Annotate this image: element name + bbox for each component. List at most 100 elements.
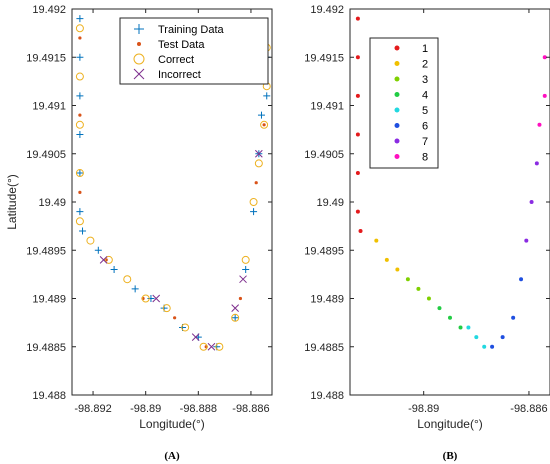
chart-b-point: [405, 277, 410, 282]
chart-a-point: [215, 342, 224, 351]
chart-a-point: [76, 169, 84, 177]
chart-panel-a: -98.892 -98.89 -98.888 -98.886 19.488 19.4885…: [5, 4, 273, 462]
chart-b-ytick-label: 19.488: [310, 390, 344, 402]
chart-a-point: [94, 246, 102, 254]
chart-a-ytick-label: 19.492: [32, 4, 66, 16]
chart-b-ytick-label: 19.49: [316, 197, 344, 209]
chart-b-ytick-label: 19.4905: [304, 149, 344, 161]
chart-b-ytick-label: 19.4885: [304, 342, 344, 354]
chart-a-legend-box: [119, 17, 269, 85]
chart-a-point: [257, 111, 265, 119]
chart-a-legend-marker: [133, 68, 145, 80]
chart-b-xtick-label: -98.886: [510, 403, 547, 415]
chart-a-xtick-label: -98.888: [180, 403, 217, 415]
chart-a-point: [242, 266, 250, 274]
chart-a-point: [141, 294, 150, 303]
chart-b-ytick-label: 19.492: [310, 4, 344, 16]
chart-b-legend-marker: [394, 107, 400, 113]
chart-a-point: [75, 217, 84, 226]
chart-panel-b: -98.89 -98.886 19.488 19.4885 19.489 19.4895 1…: [304, 4, 550, 462]
chart-b-legend-label: 4: [422, 90, 428, 102]
chart-a-point: [250, 208, 258, 216]
chart-a-point: [99, 256, 108, 264]
chart-b-ytick-label: 19.491: [310, 101, 344, 113]
chart-a-point: [254, 159, 263, 168]
chart-b-legend-marker: [394, 45, 400, 51]
chart-b-point: [355, 16, 360, 21]
chart-b-ytick-label: 19.489: [310, 294, 344, 306]
chart-b-legend: 1 2 3 4 5 6 7 8: [369, 37, 439, 169]
chart-a-legend-label: Correct: [158, 54, 194, 66]
chart-a-xtick-label: -98.886: [232, 403, 269, 415]
chart-b-point: [395, 267, 400, 272]
chart-a-point: [249, 198, 258, 206]
chart-a-point: [231, 314, 239, 322]
chart-b-point: [511, 315, 516, 320]
chart-a-point: [110, 266, 118, 274]
chart-a-ytick-label: 19.4895: [26, 245, 66, 257]
chart-b-point: [437, 306, 442, 311]
chart-b-point: [426, 296, 431, 301]
chart-b-ytick-label: 19.4915: [304, 52, 344, 64]
chart-a-point: [173, 316, 177, 320]
chart-a-legend-label: Test Data: [158, 39, 205, 51]
chart-b-ytick-label: 19.4895: [304, 245, 344, 257]
chart-a-point: [260, 120, 269, 129]
chart-a-point: [76, 15, 84, 23]
chart-a-point: [104, 255, 113, 264]
chart-a-point: [75, 24, 84, 33]
chart-b-point: [529, 200, 534, 204]
chart-b-xlabel: Longitude(°): [417, 417, 483, 431]
chart-b-legend-marker: [394, 123, 400, 128]
chart-b-legend-box: [369, 37, 439, 169]
chart-b-marks: [355, 16, 547, 349]
chart-b-point: [458, 325, 463, 330]
chart-a-point: [76, 208, 84, 216]
chart-b-legend-marker: [394, 61, 400, 66]
chart-b-point: [416, 286, 421, 291]
chart-b-legend-label: 3: [422, 74, 428, 86]
chart-b-xtick-label: -98.89: [408, 403, 439, 415]
chart-a-point: [79, 227, 87, 235]
chart-a-point: [263, 92, 271, 100]
chart-a-point: [86, 236, 95, 245]
chart-a-point: [191, 333, 200, 341]
chart-b-point: [474, 335, 479, 340]
chart-a-point: [76, 92, 84, 100]
chart-a-legend-label: Training Data: [158, 24, 225, 36]
chart-b-point: [355, 132, 360, 137]
chart-b-legend-label: 8: [422, 152, 428, 164]
chart-b-point: [355, 55, 360, 60]
chart-a-ylabel: Latitude(°): [5, 174, 19, 230]
chart-a-point: [239, 275, 247, 284]
chart-a-marks: [75, 15, 271, 351]
chart-b-point: [537, 122, 542, 127]
chart-a-point: [75, 72, 84, 81]
chart-a-point: [162, 304, 171, 313]
chart-b-point: [448, 315, 452, 320]
chart-b-caption: (B): [443, 450, 458, 462]
chart-a-point: [78, 190, 82, 194]
chart-b-point: [374, 238, 379, 243]
chart-a-legend: Training Data Test Data Correct Incorrect: [119, 17, 269, 85]
chart-b-point: [524, 238, 529, 243]
chart-a-point: [75, 169, 84, 178]
chart-a-xtick-label: -98.892: [74, 403, 111, 415]
chart-a-point: [152, 294, 161, 303]
chart-a-xtick-label: -98.89: [130, 403, 161, 415]
chart-b-point: [500, 335, 505, 340]
chart-a-point: [123, 275, 132, 284]
chart-a-ytick-label: 19.4905: [26, 149, 66, 161]
chart-a-legend-marker: [134, 24, 144, 34]
chart-b-legend-label: 5: [422, 105, 428, 117]
chart-b-ticks: -98.89 -98.886 19.488 19.4885 19.489 19.4895 1…: [304, 4, 550, 415]
chart-b-legend-marker: [394, 154, 400, 159]
chart-a-caption: (A): [164, 450, 180, 462]
chart-a-point: [231, 304, 240, 313]
chart-b-legend-label: 7: [422, 136, 428, 148]
chart-a-ticks: -98.892 -98.89 -98.888 -98.886 19.488 19.4885…: [26, 4, 272, 415]
chart-b-point: [358, 228, 363, 233]
chart-a-ytick-label: 19.4885: [26, 342, 66, 354]
chart-b-legend-marker: [394, 138, 400, 144]
